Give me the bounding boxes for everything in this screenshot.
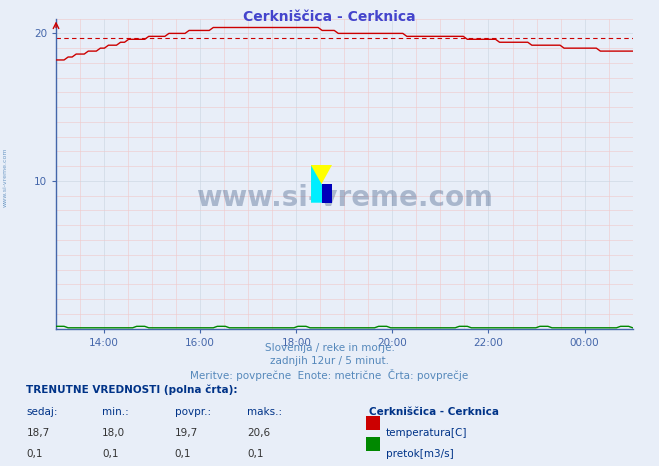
Text: 0,1: 0,1	[26, 449, 43, 459]
Text: maks.:: maks.:	[247, 407, 282, 417]
Text: Cerkniščica - Cerknica: Cerkniščica - Cerknica	[243, 10, 416, 24]
Text: www.si-vreme.com: www.si-vreme.com	[3, 147, 8, 207]
Text: 0,1: 0,1	[102, 449, 119, 459]
Text: zadnjih 12ur / 5 minut.: zadnjih 12ur / 5 minut.	[270, 356, 389, 365]
Text: 18,7: 18,7	[26, 428, 49, 438]
Text: Meritve: povprečne  Enote: metrične  Črta: povprečje: Meritve: povprečne Enote: metrične Črta:…	[190, 369, 469, 381]
Text: min.:: min.:	[102, 407, 129, 417]
Polygon shape	[311, 165, 332, 203]
Polygon shape	[311, 165, 332, 203]
Text: 20,6: 20,6	[247, 428, 270, 438]
Text: TRENUTNE VREDNOSTI (polna črta):: TRENUTNE VREDNOSTI (polna črta):	[26, 384, 238, 395]
Text: 0,1: 0,1	[247, 449, 264, 459]
Text: sedaj:: sedaj:	[26, 407, 58, 417]
Text: 18,0: 18,0	[102, 428, 125, 438]
Text: Cerkniščica - Cerknica: Cerkniščica - Cerknica	[369, 407, 499, 417]
Text: www.si-vreme.com: www.si-vreme.com	[196, 185, 493, 212]
Text: Slovenija / reke in morje.: Slovenija / reke in morje.	[264, 343, 395, 352]
Polygon shape	[322, 184, 332, 203]
Text: temperatura[C]: temperatura[C]	[386, 428, 467, 438]
Text: povpr.:: povpr.:	[175, 407, 211, 417]
Text: pretok[m3/s]: pretok[m3/s]	[386, 449, 453, 459]
Text: 19,7: 19,7	[175, 428, 198, 438]
Text: 0,1: 0,1	[175, 449, 191, 459]
